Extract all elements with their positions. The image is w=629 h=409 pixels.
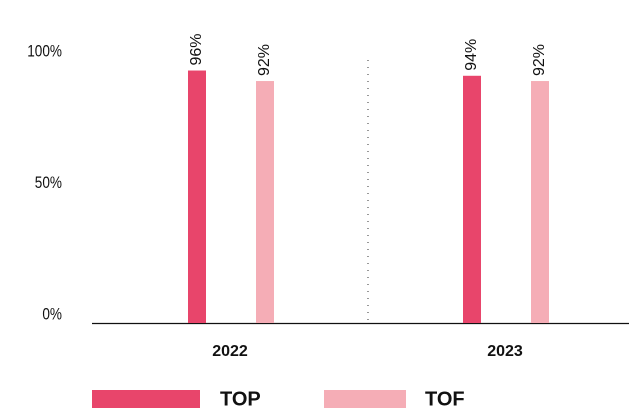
value-label: 92%	[531, 44, 548, 76]
legend-swatch	[92, 390, 200, 408]
y-tick-label: 0%	[42, 305, 62, 324]
bar	[256, 81, 274, 323]
y-tick-label: 50%	[35, 174, 62, 193]
bar	[188, 70, 206, 324]
value-label: 96%	[188, 33, 205, 65]
value-label: 92%	[256, 44, 273, 76]
value-label: 94%	[463, 39, 480, 71]
legend-swatch	[324, 390, 406, 408]
legend-label: TOF	[425, 388, 465, 409]
x-tick-label: 2023	[487, 343, 523, 360]
bar	[531, 81, 549, 323]
legend-label: TOP	[220, 388, 261, 409]
x-tick-label: 2022	[212, 343, 248, 360]
bar	[463, 75, 481, 323]
y-tick-label: 100%	[27, 42, 62, 61]
